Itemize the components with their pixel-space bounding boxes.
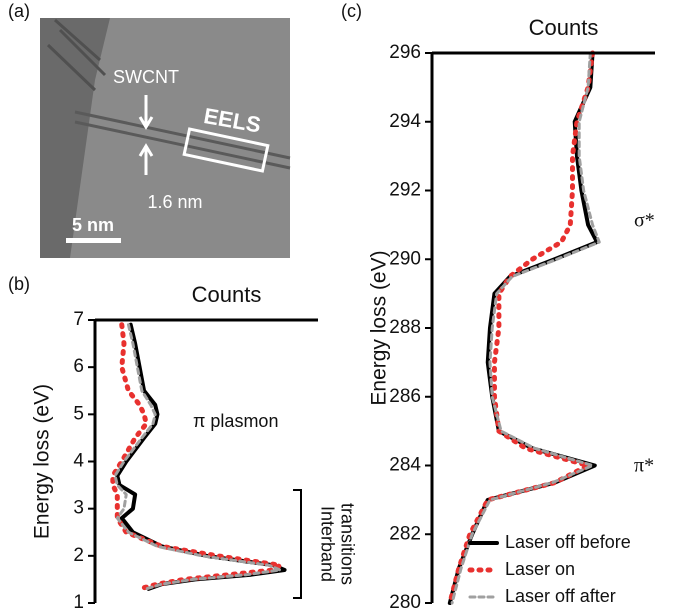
scale-label: 5 nm	[72, 215, 114, 235]
panel-label: (c)	[341, 1, 362, 21]
annotation: π*	[634, 455, 654, 477]
y-axis-label: Energy loss (eV)	[31, 384, 54, 539]
y-tick-label: 280	[389, 592, 421, 613]
arrows	[138, 95, 154, 175]
eels-box	[182, 127, 270, 173]
tube-label: SWCNT	[113, 67, 179, 87]
series-line	[447, 50, 596, 606]
panel-label: (b)	[8, 274, 30, 294]
scalebar	[66, 238, 121, 243]
legend-label: Laser off after	[505, 586, 616, 606]
y-tick-label: 294	[389, 111, 421, 132]
y-tick-label: 3	[73, 498, 84, 519]
annotation: π plasmon	[193, 411, 278, 431]
y-axis-label: Energy loss (eV)	[368, 250, 391, 405]
y-tick-label: 1	[73, 592, 84, 613]
nanotube-walls	[74, 110, 291, 170]
y-tick-label: 2	[73, 545, 84, 566]
tem-image	[40, 18, 291, 258]
series-line	[113, 323, 282, 591]
legend-label: Laser off before	[505, 532, 631, 552]
annotation: σ*	[634, 210, 655, 232]
bracket	[293, 489, 302, 599]
y-tick-label: 7	[73, 309, 84, 330]
legend-label: Laser on	[505, 559, 575, 579]
annotation: Interband	[317, 506, 337, 582]
y-tick-label: 5	[73, 403, 84, 424]
y-tick-label: 286	[389, 386, 421, 407]
y-tick-label: 282	[389, 523, 421, 544]
chart-title: Counts	[529, 15, 599, 40]
y-tick-label: 284	[389, 455, 421, 476]
y-tick-label: 290	[389, 248, 421, 269]
image-edge	[40, 18, 110, 258]
y-tick-label: 296	[389, 42, 421, 63]
y-tick-label: 6	[73, 356, 84, 377]
chart-title: Counts	[192, 282, 262, 307]
y-tick-label: 288	[389, 317, 421, 338]
y-tick-label: 4	[73, 451, 84, 472]
y-tick-label: 292	[389, 180, 421, 201]
series-line	[450, 51, 601, 605]
diameter-label: 1.6 nm	[147, 192, 202, 212]
panel-label: (a)	[8, 1, 30, 21]
series-line	[115, 322, 287, 591]
image-fringes	[46, 18, 107, 92]
annotation: transitions	[337, 503, 357, 585]
